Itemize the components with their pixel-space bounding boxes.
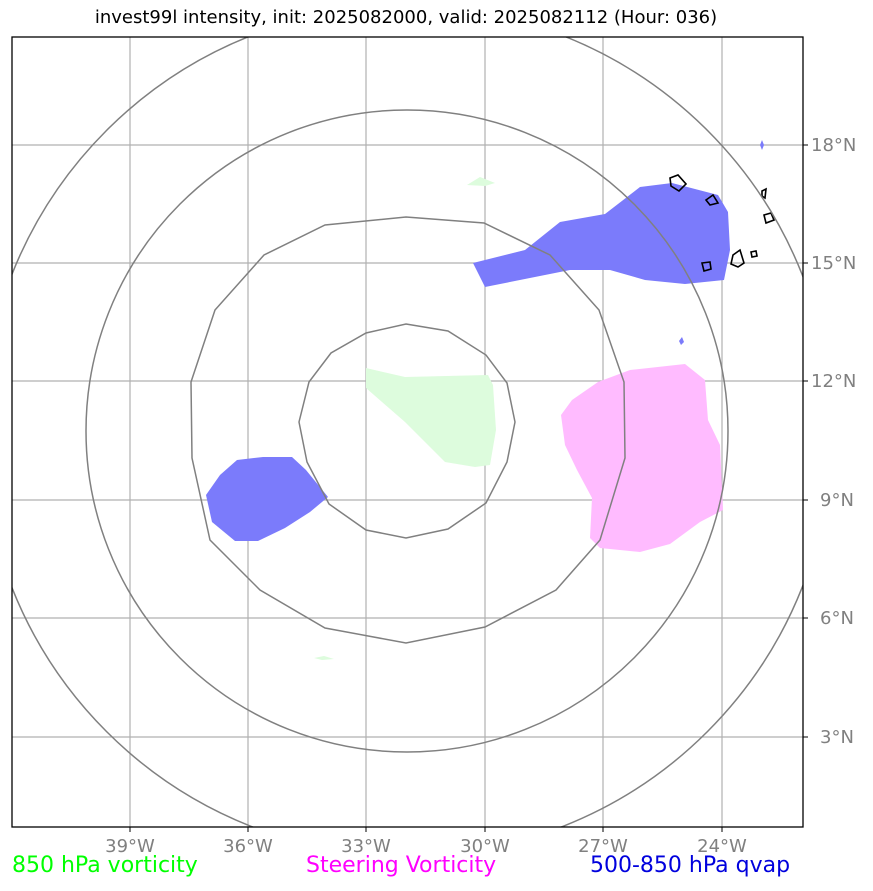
map-frame xyxy=(11,36,804,828)
island-outlines xyxy=(669,174,776,272)
island-outline xyxy=(750,250,758,258)
y-tick-label: 18°N xyxy=(811,135,856,156)
x-tick-label: 30°W xyxy=(460,836,510,857)
range-rings xyxy=(12,37,803,827)
island-outline xyxy=(669,174,688,193)
x-tick-label: 27°W xyxy=(578,836,628,857)
y-tick-labels: 18°N 15°N 12°N 9°N 6°N 3°N xyxy=(811,135,856,748)
qvap-area-north xyxy=(473,183,730,287)
y-tick-label: 15°N xyxy=(811,253,856,274)
island-outline xyxy=(701,261,712,272)
legend-qvap: 500-850 hPa qvap xyxy=(590,853,791,878)
island-outline xyxy=(763,212,776,225)
vorticity-850-area-2 xyxy=(467,177,495,186)
x-tick-label: 39°W xyxy=(105,836,155,857)
y-tick-label: 6°N xyxy=(820,608,854,629)
steering-vorticity-area-1 xyxy=(561,364,723,552)
y-tick-label: 3°N xyxy=(820,727,854,748)
legend-850-vorticity: 850 hPa vorticity xyxy=(12,853,198,878)
island-outline xyxy=(730,248,745,268)
x-tick-label: 33°W xyxy=(341,836,391,857)
qvap-area-speck-2 xyxy=(679,337,684,345)
map-title: invest99l intensity, init: 2025082000, v… xyxy=(94,7,718,28)
map-area xyxy=(12,37,803,827)
range-ring-2 xyxy=(190,216,626,644)
legend-steering-vorticity: Steering Vorticity xyxy=(306,853,497,878)
qvap-areas xyxy=(206,140,764,541)
vorticity-850-area-1 xyxy=(366,368,496,467)
y-tick-label: 12°N xyxy=(811,371,856,392)
y-tick-label: 9°N xyxy=(820,490,854,511)
vorticity-850-areas xyxy=(314,177,496,660)
island-outline xyxy=(704,193,720,206)
range-ring-3 xyxy=(85,109,729,753)
tick-marks xyxy=(129,144,808,832)
x-tick-label: 24°W xyxy=(697,836,747,857)
x-tick-labels: 39°W 36°W 33°W 30°W 27°W 24°W xyxy=(105,836,747,857)
vorticity-850-area-3 xyxy=(314,656,334,660)
qvap-area-speck-1 xyxy=(760,140,764,150)
x-tick-label: 36°W xyxy=(223,836,273,857)
range-ring-1 xyxy=(298,323,516,539)
island-outline xyxy=(761,187,767,200)
steering-vorticity-areas xyxy=(561,364,723,552)
qvap-area-west xyxy=(206,457,328,541)
